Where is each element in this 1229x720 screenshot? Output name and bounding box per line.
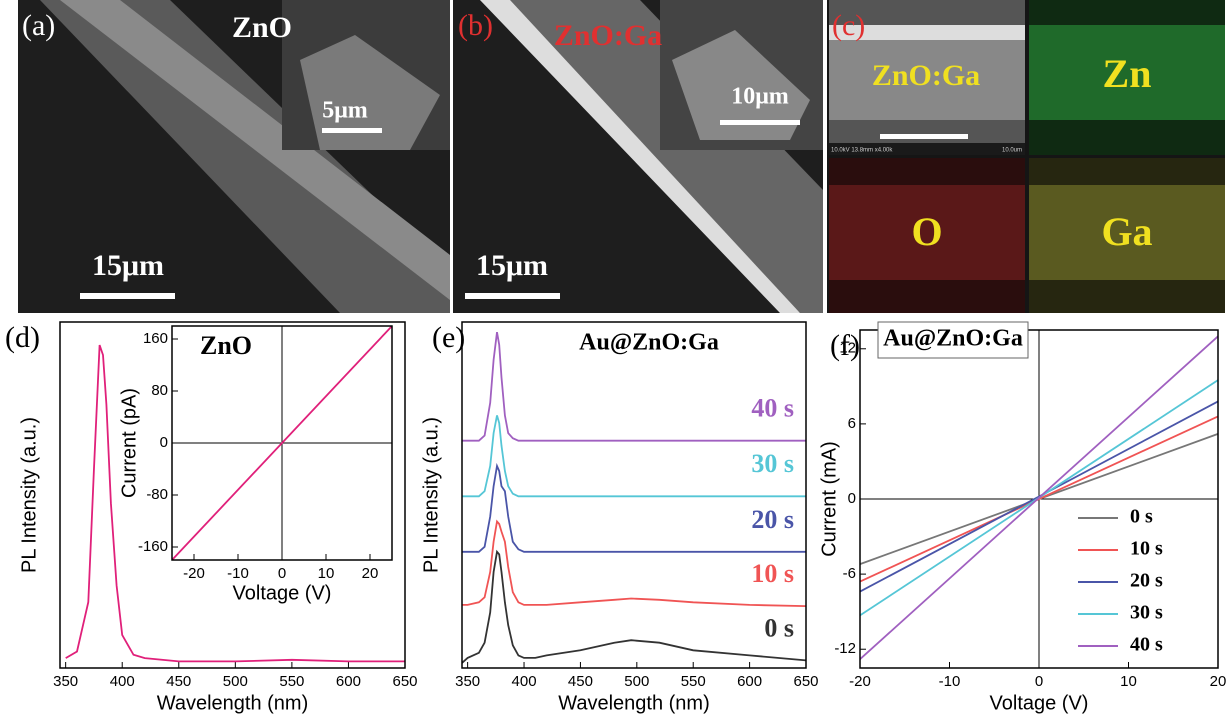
legend-label: 30 s — [1130, 602, 1163, 624]
panel-label: (c) — [832, 9, 865, 42]
y-axis-label: PL Intensity (a.u.) — [18, 417, 40, 573]
x-tick-label: 20 — [1210, 673, 1227, 690]
x-tick-label: -20 — [849, 673, 871, 690]
scale-label: 10μm — [731, 84, 789, 110]
series-label: 10 s — [751, 559, 794, 588]
series-label: 40 s — [751, 394, 794, 423]
x-tick-label: 350 — [53, 673, 78, 690]
y-tick-label: -160 — [138, 538, 168, 555]
chart-title: Au@ZnO:Ga — [883, 326, 1023, 352]
sem-info: 10.0kV 13.8mm x4.00k — [831, 148, 893, 154]
scale-label: 15μm — [476, 249, 548, 282]
series-label: 0 s — [764, 613, 794, 642]
image-title: ZnO:Ga — [554, 19, 662, 52]
panel-label: (d) — [5, 321, 40, 354]
legend-label: 0 s — [1130, 506, 1153, 528]
x-tick-label: 650 — [392, 673, 417, 690]
chart-title: ZnO — [200, 331, 252, 360]
x-tick-label: 500 — [223, 673, 248, 690]
series-label: 20 s — [751, 505, 794, 534]
chart-title: Au@ZnO:Ga — [579, 330, 719, 356]
y-tick-label: -12 — [834, 640, 856, 657]
x-tick-label: 350 — [455, 673, 480, 690]
page: (a) ZnO 5μm 15μm (b) ZnO:Ga 10μm 15μm (c… — [0, 0, 1229, 720]
x-tick-label: -20 — [183, 565, 205, 582]
x-tick-label: 450 — [166, 673, 191, 690]
y-axis-label: Current (pA) — [118, 388, 140, 498]
image-title: ZnO:Ga — [872, 59, 980, 92]
scale-bar — [322, 128, 382, 133]
y-tick-label: -6 — [843, 565, 856, 582]
x-axis-label: Voltage (V) — [233, 582, 332, 604]
x-tick-label: 650 — [793, 673, 818, 690]
x-tick-label: 550 — [681, 673, 706, 690]
legend-label: 40 s — [1130, 634, 1163, 656]
figure: (a) ZnO 5μm 15μm (b) ZnO:Ga 10μm 15μm (c… — [0, 0, 1229, 720]
y-tick-label: 80 — [151, 382, 168, 399]
x-tick-label: 0 — [1035, 673, 1043, 690]
x-tick-label: 600 — [737, 673, 762, 690]
x-axis-label: Voltage (V) — [990, 692, 1089, 714]
y-tick-label: 6 — [848, 415, 856, 432]
panel-label: (f) — [830, 329, 860, 362]
x-axis-label: Wavelength (nm) — [157, 692, 309, 714]
scale-bar — [80, 293, 175, 299]
x-tick-label: 600 — [336, 673, 361, 690]
sem-scale: 10.0um — [1002, 148, 1022, 154]
legend-label: 20 s — [1130, 570, 1163, 592]
scale-bar — [465, 293, 560, 299]
x-tick-label: 10 — [318, 565, 335, 582]
y-tick-label: 160 — [143, 330, 168, 347]
x-tick-label: 550 — [279, 673, 304, 690]
scale-label: 15μm — [92, 249, 164, 282]
scale-bar — [880, 134, 968, 139]
y-tick-label: 0 — [160, 434, 168, 451]
image-title: ZnO — [232, 11, 292, 44]
scale-bar — [720, 120, 800, 125]
y-tick-label: 0 — [848, 490, 856, 507]
x-tick-label: 20 — [362, 565, 379, 582]
y-axis-label: PL Intensity (a.u.) — [420, 417, 442, 573]
x-tick-label: 400 — [512, 673, 537, 690]
x-tick-label: 500 — [624, 673, 649, 690]
series-label: 30 s — [751, 449, 794, 478]
x-axis-label: Wavelength (nm) — [558, 692, 710, 714]
y-axis-label: Current (mA) — [818, 441, 840, 557]
panel-label: (b) — [458, 9, 493, 42]
legend-label: 10 s — [1130, 538, 1163, 560]
map-label: O — [911, 209, 942, 254]
map-label: Zn — [1103, 51, 1152, 96]
panel-label: (a) — [22, 9, 55, 42]
scale-label: 5μm — [322, 98, 368, 124]
map-label: Ga — [1101, 209, 1152, 254]
x-tick-label: 450 — [568, 673, 593, 690]
y-tick-label: -80 — [146, 486, 168, 503]
x-tick-label: -10 — [227, 565, 249, 582]
x-tick-label: 400 — [110, 673, 135, 690]
x-tick-label: 0 — [278, 565, 286, 582]
x-tick-label: 10 — [1120, 673, 1137, 690]
x-tick-label: -10 — [939, 673, 961, 690]
panel-label: (e) — [432, 321, 465, 354]
